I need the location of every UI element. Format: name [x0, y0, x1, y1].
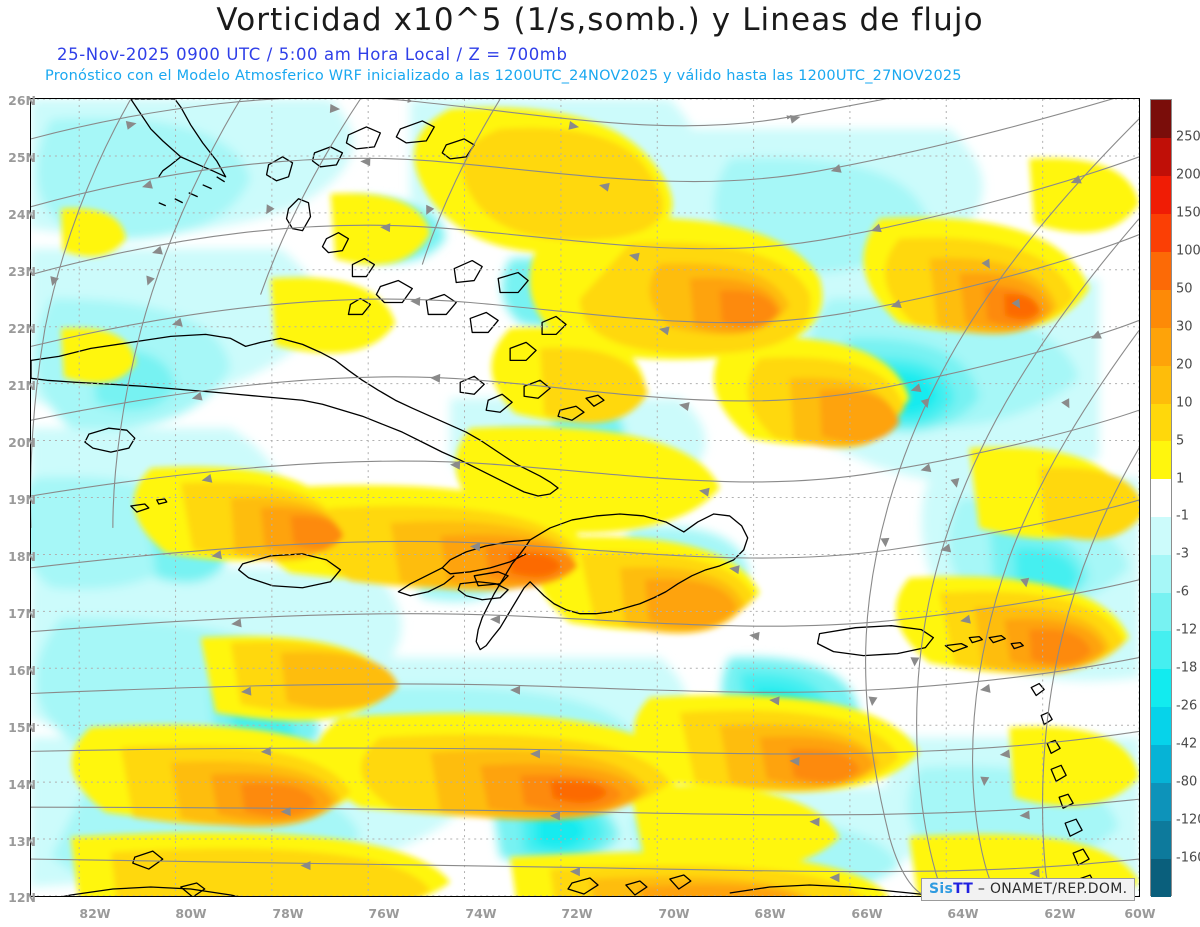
- colorbar-band-14: [1151, 631, 1171, 670]
- colorbar-band-8: [1151, 403, 1171, 442]
- lon-tick-76W: 76W: [368, 906, 400, 921]
- colorbar-band-7: [1151, 365, 1171, 404]
- colorbar-band-11: [1151, 517, 1171, 556]
- colorbar-tick-1: 1: [1176, 471, 1185, 487]
- lon-tick-68W: 68W: [754, 906, 786, 921]
- attribution-watermark: SisTT – ONAMET/REP.DOM.: [921, 878, 1136, 901]
- colorbar-band-16: [1151, 707, 1171, 745]
- colorbar-band-18: [1151, 782, 1171, 821]
- colorbar-tick-neg1: -1: [1176, 508, 1189, 524]
- colorbar-tick-neg42: -42: [1176, 736, 1198, 752]
- attribution-agency: – ONAMET/REP.DOM.: [973, 881, 1128, 897]
- colorbar-tick-50: 50: [1176, 281, 1193, 297]
- lat-tick-14N: 14N: [8, 777, 36, 792]
- colorbar: [1150, 99, 1172, 897]
- lon-tick-74W: 74W: [465, 906, 497, 921]
- colorbar-band-15: [1151, 669, 1171, 707]
- lat-tick-18N: 18N: [8, 549, 36, 564]
- page-title: Vorticidad x10^5 (1/s,somb.) y Lineas de…: [216, 2, 984, 38]
- vorticity-map: [30, 98, 1140, 897]
- model-run-description: Pronóstico con el Modelo Atmosferico WRF…: [45, 68, 962, 84]
- latlon-grid: [31, 99, 1139, 896]
- lon-tick-78W: 78W: [272, 906, 304, 921]
- colorbar-tick-neg120: -120: [1176, 812, 1200, 828]
- colorbar-tick-5: 5: [1176, 433, 1185, 449]
- colorbar-tick-100: 100: [1176, 243, 1200, 259]
- colorbar-tick-neg26: -26: [1176, 698, 1198, 714]
- colorbar-band-12: [1151, 555, 1171, 594]
- lon-tick-64W: 64W: [947, 906, 979, 921]
- colorbar-band-4: [1151, 251, 1171, 290]
- colorbar-tick-20: 20: [1176, 357, 1193, 373]
- attribution-tt: TT: [953, 881, 974, 897]
- colorbar-band-20: [1151, 858, 1171, 897]
- colorbar-band-13: [1151, 593, 1171, 632]
- lon-tick-66W: 66W: [851, 906, 883, 921]
- lat-tick-22N: 22N: [8, 321, 36, 336]
- colorbar-tick-30: 30: [1176, 319, 1193, 335]
- colorbar-band-2: [1151, 175, 1171, 214]
- map-canvas: [31, 99, 1139, 896]
- colorbar-tick-neg3: -3: [1176, 546, 1189, 562]
- colorbar-tick-250: 250: [1176, 129, 1200, 145]
- lat-tick-13N: 13N: [8, 834, 36, 849]
- valid-time-subtitle: 25-Nov-2025 0900 UTC / 5:00 am Hora Loca…: [57, 45, 568, 64]
- lon-tick-62W: 62W: [1044, 906, 1076, 921]
- colorbar-band-3: [1151, 213, 1171, 252]
- lat-tick-26N: 26N: [8, 93, 36, 108]
- lat-tick-21N: 21N: [8, 378, 36, 393]
- attribution-sis: Sis: [929, 881, 954, 897]
- colorbar-tick-10: 10: [1176, 395, 1193, 411]
- lat-tick-12N: 12N: [8, 890, 36, 905]
- lat-tick-15N: 15N: [8, 720, 36, 735]
- lat-tick-19N: 19N: [8, 492, 36, 507]
- colorbar-band-17: [1151, 744, 1171, 783]
- colorbar-tick-neg12: -12: [1176, 622, 1198, 638]
- colorbar-band-10: [1151, 479, 1171, 518]
- lat-tick-24N: 24N: [8, 207, 36, 222]
- lat-tick-23N: 23N: [8, 264, 36, 279]
- lat-tick-25N: 25N: [8, 150, 36, 165]
- colorbar-tick-150: 150: [1176, 205, 1200, 221]
- colorbar-band-0: [1151, 100, 1171, 138]
- lon-tick-60W: 60W: [1124, 906, 1156, 921]
- lat-tick-17N: 17N: [8, 606, 36, 621]
- lon-tick-72W: 72W: [561, 906, 593, 921]
- colorbar-band-5: [1151, 289, 1171, 328]
- positive-vorticity-shading: [60, 107, 1139, 896]
- chart-header: Vorticidad x10^5 (1/s,somb.) y Lineas de…: [0, 0, 1200, 95]
- lat-tick-20N: 20N: [8, 435, 36, 450]
- colorbar-tick-neg80: -80: [1176, 774, 1198, 790]
- colorbar-tick-200: 200: [1176, 167, 1200, 183]
- lon-tick-70W: 70W: [658, 906, 690, 921]
- colorbar-tick-neg160: -160: [1176, 850, 1200, 866]
- colorbar-band-9: [1151, 441, 1171, 480]
- colorbar-band-6: [1151, 327, 1171, 366]
- lon-tick-82W: 82W: [79, 906, 111, 921]
- colorbar-band-19: [1151, 820, 1171, 859]
- colorbar-tick-neg18: -18: [1176, 660, 1198, 676]
- lon-tick-80W: 80W: [175, 906, 207, 921]
- colorbar-band-1: [1151, 137, 1171, 176]
- colorbar-tick-neg6: -6: [1176, 584, 1189, 600]
- lat-tick-16N: 16N: [8, 663, 36, 678]
- streamline-arrowheads: [50, 103, 1102, 883]
